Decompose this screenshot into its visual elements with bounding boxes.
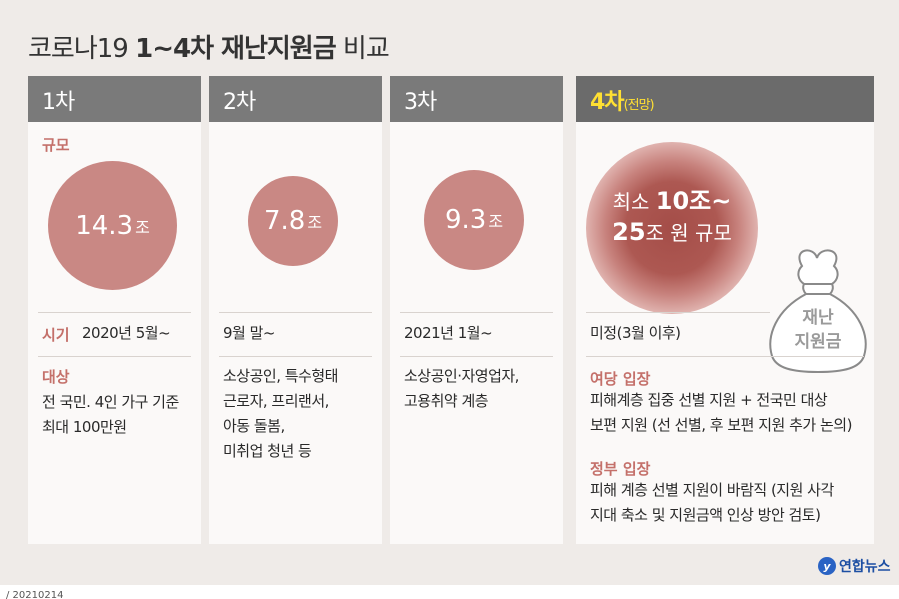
target-text: 전 국민. 4인 가구 기준 최대 100만원	[42, 390, 179, 440]
period-label: 시기	[42, 326, 70, 344]
gov-line: 피해 계층 선별 지원이 바람직 (지원 사각	[590, 481, 834, 499]
amount-circle: 7.8 조	[248, 176, 338, 266]
divider	[38, 356, 191, 357]
header-note: (전망)	[623, 98, 655, 113]
amount-value: 7.8	[263, 206, 306, 236]
amount-min: 10조~	[655, 187, 732, 215]
divider	[400, 356, 553, 357]
source-logo-text: 연합뉴스	[839, 559, 891, 575]
title-prefix: 코로나19	[28, 34, 136, 64]
bag-label-line: 지원금	[794, 332, 842, 352]
government-text: 피해 계층 선별 지원이 바람직 (지원 사각 지대 축소 및 지원금액 인상 …	[590, 478, 834, 528]
bag-label: 재난 지원금	[782, 306, 854, 354]
target-line: 소상공인, 특수형태	[223, 367, 338, 385]
money-bag-icon	[769, 249, 867, 374]
divider	[586, 356, 864, 357]
ruling-line: 보편 지원 (선 선별, 후 보편 지원 추가 논의)	[590, 416, 852, 434]
divider	[400, 312, 553, 313]
scale-label: 규모	[42, 136, 70, 154]
amount-unit: 조	[135, 217, 150, 237]
divider	[219, 312, 372, 313]
period-value: 미정(3월 이후)	[590, 324, 681, 342]
amount-glow-circle	[586, 142, 758, 314]
column-round-3: 3차 9.3 조 2021년 1월~ 소상공인·자영업자, 고용취약 계층	[390, 76, 563, 544]
amount-line-1: 최소 10조~	[586, 186, 758, 217]
bag-label-line: 재난	[802, 308, 834, 328]
amount-max: 25	[612, 218, 646, 246]
government-label: 정부 입장	[590, 460, 651, 478]
title-bold: 1~4차 재난지원금	[135, 34, 337, 64]
period-value: 9월 말~	[223, 324, 275, 342]
column-header: 3차	[390, 76, 563, 122]
target-label: 대상	[42, 368, 70, 386]
page-title: 코로나19 1~4차 재난지원금 비교	[28, 28, 390, 65]
divider	[586, 312, 770, 313]
amount-line-2: 25조 원 규모	[586, 217, 758, 248]
target-line: 아동 돌봄,	[223, 417, 285, 435]
yonhap-logo-icon: y	[818, 557, 836, 575]
column-round-1: 1차 규모 14.3 조 시기 2020년 5월~ 대상 전 국민. 4인 가구 …	[28, 76, 201, 544]
period-value: 2020년 5월~	[82, 324, 171, 342]
column-header: 4차(전망)	[576, 76, 874, 122]
amount-prefix: 최소	[612, 190, 656, 214]
source-logo: y 연합뉴스	[818, 556, 891, 576]
amount-unit: 조	[488, 212, 504, 231]
amount-value: 14.3	[75, 210, 134, 241]
target-text: 소상공인·자영업자, 고용취약 계층	[404, 364, 519, 414]
amount-circle: 9.3 조	[424, 170, 524, 270]
ruling-party-text: 피해계층 집중 선별 지원 + 전국민 대상 보편 지원 (선 선별, 후 보편…	[590, 388, 852, 438]
column-round-4: 4차(전망) 최소 10조~ 25조 원 규모 재난 지원금 미정(3월 이후)…	[576, 76, 874, 544]
column-header-title: 4차(전망)	[590, 90, 655, 115]
amount-suffix: 조 원 규모	[645, 221, 732, 245]
column-header: 1차	[28, 76, 201, 122]
divider	[219, 356, 372, 357]
gov-line: 지대 축소 및 지원금액 인상 방안 검토)	[590, 506, 821, 524]
period-value: 2021년 1월~	[404, 324, 493, 342]
amount-range-text: 최소 10조~ 25조 원 규모	[586, 186, 758, 248]
target-line: 소상공인·자영업자,	[404, 367, 519, 385]
target-line: 고용취약 계층	[404, 392, 489, 410]
target-line: 전 국민. 4인 가구 기준	[42, 393, 179, 411]
target-line: 미취업 청년 등	[223, 442, 312, 460]
title-suffix: 비교	[335, 34, 390, 64]
ruling-party-label: 여당 입장	[590, 370, 651, 388]
infographic-frame: 코로나19 1~4차 재난지원금 비교 1차 규모 14.3 조 시기 2020년…	[0, 0, 899, 585]
amount-unit: 조	[307, 213, 323, 232]
target-line: 근로자, 프리랜서,	[223, 392, 329, 410]
amount-value: 9.3	[444, 205, 487, 235]
target-line: 최대 100만원	[42, 418, 127, 436]
amount-circle: 14.3 조	[48, 161, 177, 290]
column-header: 2차	[209, 76, 382, 122]
header-round: 4차	[590, 90, 625, 115]
column-round-2: 2차 7.8 조 9월 말~ 소상공인, 특수형태 근로자, 프리랜서, 아동 돌…	[209, 76, 382, 544]
divider	[38, 312, 191, 313]
target-text: 소상공인, 특수형태 근로자, 프리랜서, 아동 돌봄, 미취업 청년 등	[223, 364, 338, 464]
ruling-line: 피해계층 집중 선별 지원 + 전국민 대상	[590, 391, 828, 409]
image-code: / 20210214	[6, 590, 64, 599]
